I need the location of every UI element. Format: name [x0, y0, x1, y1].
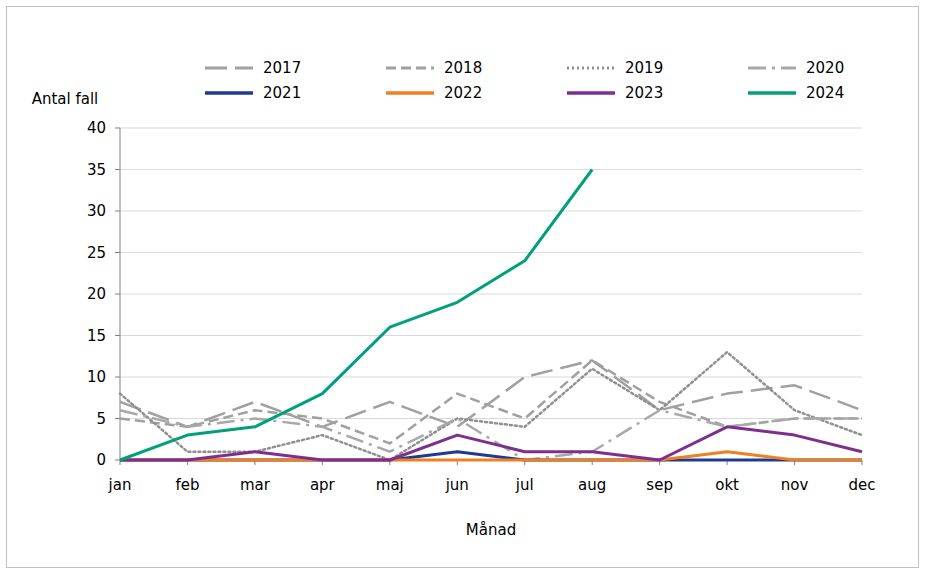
x-tick-label: maj	[376, 476, 404, 494]
legend-swatch	[205, 67, 253, 70]
legend-label: 2020	[806, 59, 844, 77]
series-line	[120, 352, 862, 460]
y-tick-label: 30	[87, 202, 106, 220]
legend-swatch	[205, 91, 253, 95]
y-tick	[115, 460, 120, 461]
grid-line	[120, 252, 862, 253]
y-tick-label: 35	[87, 161, 106, 179]
legend-swatch	[748, 67, 796, 70]
x-tick-label: apr	[310, 476, 336, 494]
legend-label: 2023	[625, 84, 663, 102]
frame	[7, 7, 919, 568]
y-tick-label: 40	[87, 119, 106, 137]
legend-label: 2018	[444, 59, 482, 77]
y-axis-label: Antal fall	[32, 90, 99, 108]
y-tick-label: 20	[87, 285, 106, 303]
legend-label: 2021	[263, 84, 301, 102]
legend-swatch	[748, 91, 796, 95]
grid-line	[120, 211, 862, 212]
y-tick-label: 0	[96, 451, 106, 469]
legend-swatch	[386, 91, 434, 95]
y-tick-label: 10	[87, 368, 106, 386]
y-tick	[115, 128, 120, 129]
y-tick	[115, 294, 120, 295]
x-tick-label: mar	[240, 476, 271, 494]
x-tick-label: okt	[715, 476, 739, 494]
x-tick-label: jan	[108, 476, 132, 494]
plot-lines	[120, 170, 862, 461]
grid-line	[120, 335, 862, 336]
y-tick-label: 5	[96, 410, 106, 428]
y-tick	[115, 169, 120, 170]
legend-swatch	[567, 67, 615, 70]
chart: 0 5 10 15 20 25 30 35 40 jan feb mar apr maj jun jul aug…	[0, 0, 925, 574]
y-tick	[115, 252, 120, 253]
x-tick-label: jul	[515, 476, 534, 494]
grid-line	[120, 169, 862, 170]
x-axis-label: Månad	[466, 521, 516, 539]
grid-line	[120, 418, 862, 419]
series-line	[120, 427, 862, 460]
series-line	[120, 170, 592, 461]
y-tick-label: 15	[87, 327, 106, 345]
x-tick-label: sep	[646, 476, 673, 494]
x-tick-label: nov	[781, 476, 809, 494]
x-tick-label: dec	[849, 476, 876, 494]
x-tick-label: feb	[175, 476, 199, 494]
legend-label: 2022	[444, 84, 482, 102]
y-tick	[115, 377, 120, 378]
grid-line	[120, 128, 862, 129]
y-tick-label: 25	[87, 244, 106, 262]
x-tick-label: jun	[445, 476, 469, 494]
legend-label: 2017	[263, 59, 301, 77]
legend-label: 2019	[625, 59, 663, 77]
y-tick	[115, 211, 120, 212]
grid-line	[120, 294, 862, 295]
x-tick-label: aug	[578, 476, 606, 494]
grid-line	[120, 377, 862, 378]
legend-label: 2024	[806, 84, 844, 102]
series-line	[120, 410, 862, 460]
legend-swatch	[386, 67, 434, 70]
y-tick	[115, 418, 120, 419]
y-tick	[115, 335, 120, 336]
legend-swatch	[567, 91, 615, 95]
